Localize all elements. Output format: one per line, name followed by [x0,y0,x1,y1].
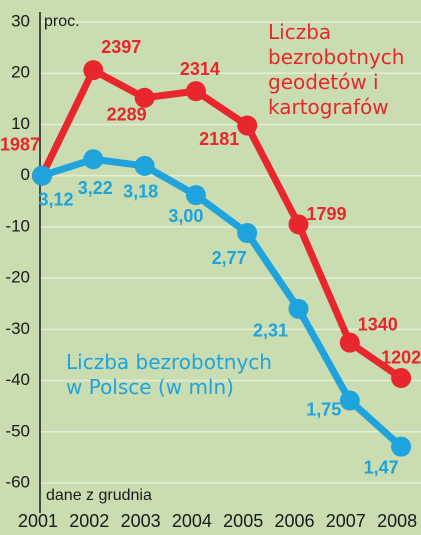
y-tick-label: 10 [11,114,30,133]
legend-blue: Liczba bezrobotnych w Polsce (w mln) [66,350,276,400]
x-tick-label: 2008 [377,511,417,531]
point [32,166,52,186]
y-tick-label: -20 [5,268,30,287]
point-label: 1,47 [364,457,399,477]
point-label: 1202 [381,348,421,368]
y-tick-label: 0 [21,165,30,184]
point [391,368,411,388]
x-tick-label: 2001 [18,511,58,531]
point-label: 2397 [101,37,141,57]
point-label: 1,75 [306,399,341,419]
x-tick-label: 2007 [326,511,366,531]
point-label: 2,77 [212,248,247,268]
point-label: 2314 [180,59,220,79]
x-tick-label: 2004 [172,511,212,531]
note: dane z grudnia [46,487,152,504]
point [83,149,103,169]
y-tick-label: -60 [5,472,30,491]
x-tick-label: 2005 [223,511,263,531]
y-tick-label: -40 [5,370,30,389]
point [186,185,206,205]
point [186,81,206,101]
point [237,115,257,135]
point-label: 3,00 [168,206,203,226]
y-axis-label: proc. [44,13,80,30]
point-label: 3,22 [78,178,113,198]
point-label: 1340 [358,314,398,334]
point [340,333,360,353]
point [237,223,257,243]
y-tick-label: 30 [11,11,30,30]
point-label: 2289 [107,105,147,125]
x-tick-label: 2003 [121,511,161,531]
x-tick-label: 2002 [69,511,109,531]
point-label: 3,18 [123,182,158,202]
y-tick-label: -30 [5,319,30,338]
point-label: 1799 [306,204,346,224]
point-label: 2181 [199,129,239,149]
point-label: 2,31 [253,321,288,341]
point [340,391,360,411]
point [83,60,103,80]
legend-red: Liczba bezrobotnych geodetów i kartograf… [268,20,418,120]
point-label: 3,12 [38,189,73,209]
point [135,156,155,176]
point-label: 1987 [0,134,40,154]
y-tick-label: -10 [5,216,30,235]
y-tick-label: 20 [11,63,30,82]
point [391,437,411,457]
chart: 30 20 10 0 -10 -20 -30 -40 -50 -60 proc. dane z gru… [0,0,421,535]
point [289,299,309,319]
x-tick-label: 2006 [274,511,314,531]
y-tick-label: -50 [5,421,30,440]
